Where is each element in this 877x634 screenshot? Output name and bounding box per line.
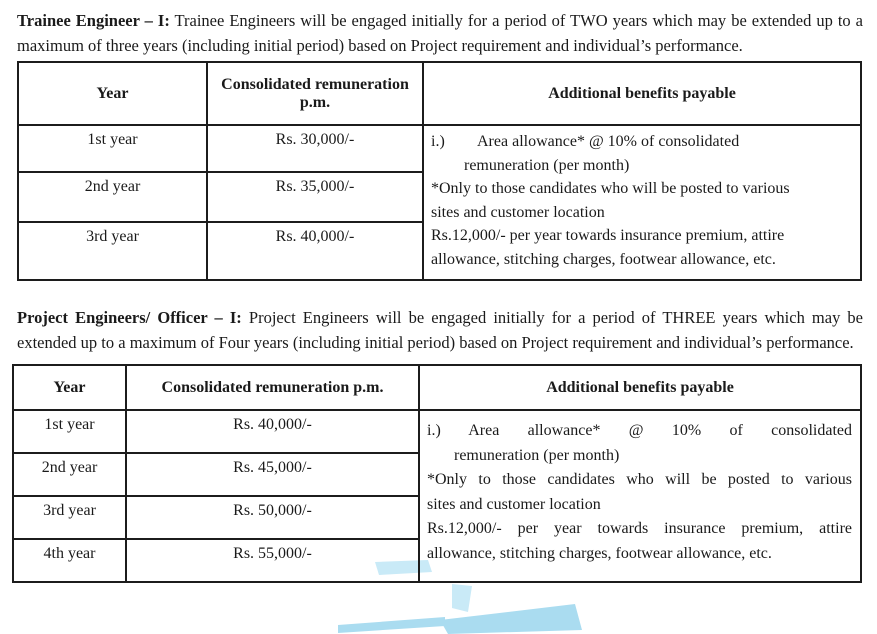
table-row: 4th year Rs. 55,000/- (12, 538, 861, 583)
document-content: Trainee Engineer – I: Trainee Engineers … (12, 9, 863, 583)
benefit-line: remuneration (per month) (464, 156, 630, 174)
benefits-cell: i.) Area allowance* @ 10% of consolidated… (422, 124, 862, 281)
year-cell: 4th year (12, 538, 127, 583)
benefit-line: *Only to those candidates who will be po… (427, 471, 852, 488)
trainee-header-remuneration: Consolidated remuneration p.m. (206, 61, 424, 126)
watermark-tail-icon (338, 617, 445, 633)
project-header-benefits: Additional benefits payable (418, 364, 862, 411)
benefit-item-text: Area allowance* @ 10% of consolidated (477, 133, 740, 150)
trainee-table-header-row: Year Consolidated remuneration p.m. Addi… (17, 61, 862, 126)
project-remuneration-table: Year Consolidated remuneration p.m. Addi… (12, 364, 862, 583)
project-intro-heading: Project Engineers/ Officer – I: (17, 308, 242, 327)
benefit-line: remuneration (per month) (454, 446, 620, 464)
table-row: 3rd year Rs. 40,000/- (17, 221, 861, 281)
project-intro-paragraph: Project Engineers/ Officer – I: Project … (17, 306, 863, 355)
remuneration-cell: Rs. 40,000/- (125, 409, 420, 454)
trainee-remuneration-table: Year Consolidated remuneration p.m. Addi… (17, 61, 862, 281)
watermark-dab-icon (452, 584, 472, 612)
benefit-line: *Only to those candidates who will be po… (431, 180, 790, 197)
trainee-intro-heading: Trainee Engineer – I: (17, 11, 170, 30)
remuneration-cell: Rs. 35,000/- (206, 171, 424, 223)
trainee-header-benefits: Additional benefits payable (422, 61, 862, 126)
trainee-header-year: Year (17, 61, 208, 126)
project-table-header-row: Year Consolidated remuneration p.m. Addi… (12, 364, 862, 411)
benefit-line: i.) Area allowance* @ 10% of consolidate… (427, 422, 852, 439)
remuneration-cell: Rs. 40,000/- (206, 221, 424, 281)
year-cell: 1st year (17, 124, 208, 173)
watermark-body-icon (440, 604, 582, 634)
remuneration-cell: Rs. 45,000/- (125, 452, 420, 497)
benefit-line: sites and customer location (431, 203, 605, 221)
table-row: 2nd year Rs. 35,000/- (17, 171, 861, 223)
table-row: 1st year Rs. 30,000/- i.) Area allowance*… (17, 124, 862, 281)
benefit-line: i.) Area allowance* @ 10% of consolidated (431, 130, 852, 154)
table-row: 2nd year Rs. 45,000/- (12, 452, 861, 497)
year-cell: 2nd year (17, 171, 208, 223)
year-cell: 3rd year (17, 221, 208, 281)
remuneration-cell: Rs. 30,000/- (206, 124, 424, 173)
table-row: 1st year Rs. 40,000/- i.) Area allowance… (12, 409, 862, 583)
remuneration-cell: Rs. 50,000/- (125, 495, 420, 540)
remuneration-cell: Rs. 55,000/- (125, 538, 420, 583)
trainee-intro-text: Trainee Engineers will be engaged initia… (17, 11, 863, 55)
benefit-line: allowance, stitching charges, footwear a… (427, 544, 772, 562)
year-cell: 2nd year (12, 452, 127, 497)
benefit-item-marker: i.) (431, 133, 445, 150)
year-cell: 3rd year (12, 495, 127, 540)
benefit-line: allowance, stitching charges, footwear a… (431, 250, 776, 268)
trainee-intro-paragraph: Trainee Engineer – I: Trainee Engineers … (17, 9, 863, 58)
benefits-cell: i.) Area allowance* @ 10% of consolidate… (418, 409, 862, 583)
project-header-year: Year (12, 364, 127, 411)
project-intro-text: Project Engineers will be engaged initia… (17, 308, 863, 352)
project-header-remuneration: Consolidated remuneration p.m. (125, 364, 420, 411)
benefit-line: sites and customer location (427, 495, 601, 513)
benefit-line: Rs.12,000/- per year towards insurance p… (431, 227, 785, 244)
benefit-line: Rs.12,000/- per year towards insurance p… (427, 520, 852, 537)
year-cell: 1st year (12, 409, 127, 454)
table-row: 3rd year Rs. 50,000/- (12, 495, 861, 540)
